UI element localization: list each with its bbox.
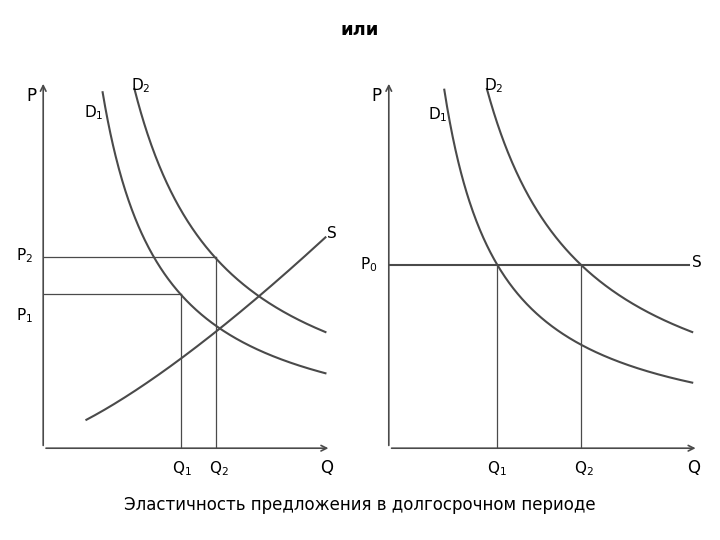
Text: D$_2$: D$_2$ bbox=[131, 76, 150, 95]
Text: S: S bbox=[692, 255, 702, 270]
Text: или: или bbox=[341, 21, 379, 39]
Text: Эластичность предложения в долгосрочном периоде: Эластичность предложения в долгосрочном … bbox=[124, 496, 596, 514]
Text: D$_2$: D$_2$ bbox=[484, 76, 503, 95]
Text: S: S bbox=[327, 226, 337, 241]
Text: P: P bbox=[372, 87, 382, 105]
Text: Q$_2$: Q$_2$ bbox=[574, 459, 594, 478]
Text: D$_1$: D$_1$ bbox=[428, 105, 447, 124]
Text: Q$_1$: Q$_1$ bbox=[487, 459, 507, 478]
Text: P$_0$: P$_0$ bbox=[361, 255, 378, 274]
Text: Q: Q bbox=[320, 460, 333, 477]
Text: D$_1$: D$_1$ bbox=[84, 103, 103, 122]
Text: P$_2$: P$_2$ bbox=[16, 246, 33, 265]
Text: Q: Q bbox=[688, 460, 701, 477]
Text: P$_1$: P$_1$ bbox=[16, 307, 33, 326]
Text: Q$_1$: Q$_1$ bbox=[171, 459, 192, 478]
Text: P: P bbox=[27, 87, 37, 105]
Text: Q$_2$: Q$_2$ bbox=[209, 459, 229, 478]
